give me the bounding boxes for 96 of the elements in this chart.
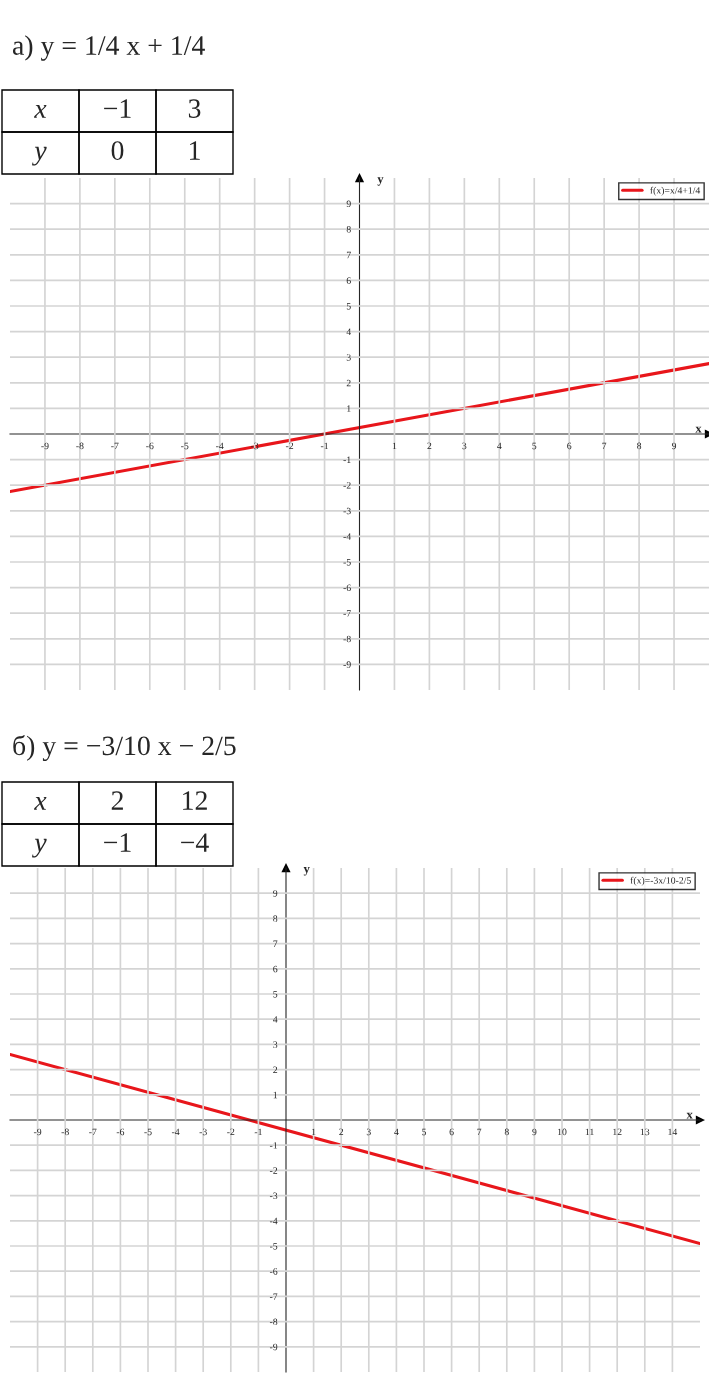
y-tick-label: -7: [269, 1293, 278, 1300]
text: −4: [181, 833, 209, 852]
x-tick-label: -1: [254, 1128, 262, 1136]
legend-label: f(x)=-3x/10-2/5: [630, 876, 691, 886]
x-tick-label: 5: [532, 442, 537, 450]
x-axis-title: x: [686, 1112, 693, 1119]
y-tick-label: 4: [346, 328, 352, 335]
y-tick-label: -4: [343, 533, 352, 540]
x-tick-label: -1: [320, 442, 329, 450]
x-tick-label: -5: [181, 442, 189, 450]
x-tick-label: -3: [199, 1128, 207, 1136]
text: y: [32, 838, 47, 858]
y-tick-label: 7: [273, 940, 278, 947]
x-tick-label: -6: [116, 1128, 125, 1136]
y-tick-label: 6: [346, 277, 351, 284]
x-tick-label: -3: [250, 442, 259, 450]
y-tick-label: 7: [346, 251, 351, 259]
y-tick-label: -5: [343, 559, 351, 566]
y-tick-label: -7: [343, 610, 351, 617]
x-tick-label: -6: [146, 442, 154, 450]
x-tick-label: -8: [61, 1128, 69, 1136]
y-tick-label: -1: [269, 1142, 278, 1149]
y-tick-label: 1: [273, 1091, 278, 1099]
x-tick-label: -9: [33, 1128, 42, 1136]
x-tick-label: -9: [41, 442, 49, 450]
x-tick-label: 10: [557, 1128, 567, 1136]
x-tick-label: 7: [602, 442, 607, 450]
text: x: [34, 796, 47, 810]
x-tick-label: 4: [394, 1128, 399, 1136]
x-tick-label: 2: [427, 442, 432, 450]
x-tick-label: 8: [504, 1128, 509, 1136]
y-tick-label: -2: [343, 482, 351, 489]
text: 12: [183, 791, 207, 810]
x-tick-label: 9: [671, 442, 677, 450]
x-tick-label: 8: [637, 442, 642, 450]
x-tick-label: 3: [366, 1128, 371, 1136]
x-tick-label: -4: [216, 442, 224, 450]
y-tick-label: -5: [269, 1243, 278, 1250]
x-tick-label: 1: [312, 1128, 316, 1136]
y-tick-label: -6: [269, 1268, 278, 1275]
y-tick-label: 5: [273, 991, 278, 998]
x-tick-label: -7: [111, 442, 119, 450]
x-tick-label: -5: [144, 1128, 152, 1136]
y-tick-label: -3: [343, 507, 351, 515]
y-tick-label: 6: [273, 965, 278, 973]
x-tick-label: 3: [462, 442, 467, 450]
x-tick-label: -2: [285, 442, 294, 450]
y-axis-title: y: [377, 177, 384, 186]
y-tick-label: 3: [346, 354, 351, 361]
y-tick-label: -9: [269, 1343, 278, 1351]
text: −1: [104, 99, 131, 118]
y-tick-label: -1: [343, 456, 351, 463]
y-tick-label: -8: [343, 635, 351, 643]
y-tick-label: -4: [269, 1217, 278, 1225]
x-axis-title: x: [695, 426, 702, 433]
x-tick-label: -8: [76, 442, 84, 450]
y-tick-label: -3: [269, 1192, 278, 1200]
text: −1: [104, 833, 131, 852]
x-tick-label: 6: [567, 442, 572, 450]
y-tick-label: 4: [273, 1016, 278, 1023]
text: 1: [190, 141, 200, 160]
y-tick-label: 2: [346, 379, 351, 387]
x-tick-label: 12: [613, 1128, 622, 1136]
x-tick-label: -2: [227, 1128, 235, 1136]
y-tick-label: 5: [346, 303, 351, 310]
y-tick-label: 2: [273, 1066, 278, 1073]
x-tick-label: 4: [497, 442, 502, 450]
x-tick-label: 7: [477, 1128, 482, 1136]
x-tick-label: 1: [392, 442, 397, 450]
text: y: [32, 146, 47, 166]
y-tick-label: 8: [346, 226, 351, 233]
y-tick-label: 8: [273, 915, 278, 922]
y-tick-label: -2: [269, 1167, 278, 1174]
x-tick-label: 14: [668, 1128, 678, 1136]
x-tick-label: 5: [422, 1128, 427, 1136]
text: 2: [111, 791, 123, 810]
x-tick-label: 11: [585, 1128, 594, 1136]
y-tick-label: -9: [343, 661, 351, 668]
text: 0: [111, 141, 124, 160]
y-tick-label: -8: [269, 1318, 278, 1326]
x-tick-label: -7: [89, 1128, 97, 1136]
y-axis-title: y: [303, 867, 310, 876]
y-tick-label: 1: [347, 405, 351, 412]
y-tick-label: 3: [273, 1041, 278, 1048]
x-tick-label: 9: [532, 1128, 537, 1136]
y-tick-label: 9: [273, 890, 278, 897]
text: x: [34, 104, 47, 118]
chart-title: б) y = −3/10 x − 2/5: [13, 735, 236, 761]
legend-label: f(x)=x/4+1/4: [650, 186, 701, 196]
x-tick-label: 6: [449, 1128, 454, 1136]
x-tick-label: -4: [171, 1128, 180, 1136]
y-tick-label: -6: [343, 584, 351, 592]
y-tick-label: 9: [346, 200, 351, 208]
chart-title: а) y = 1/4 x + 1/4: [12, 35, 205, 61]
text: 3: [188, 99, 201, 118]
x-tick-label: 13: [640, 1128, 650, 1136]
